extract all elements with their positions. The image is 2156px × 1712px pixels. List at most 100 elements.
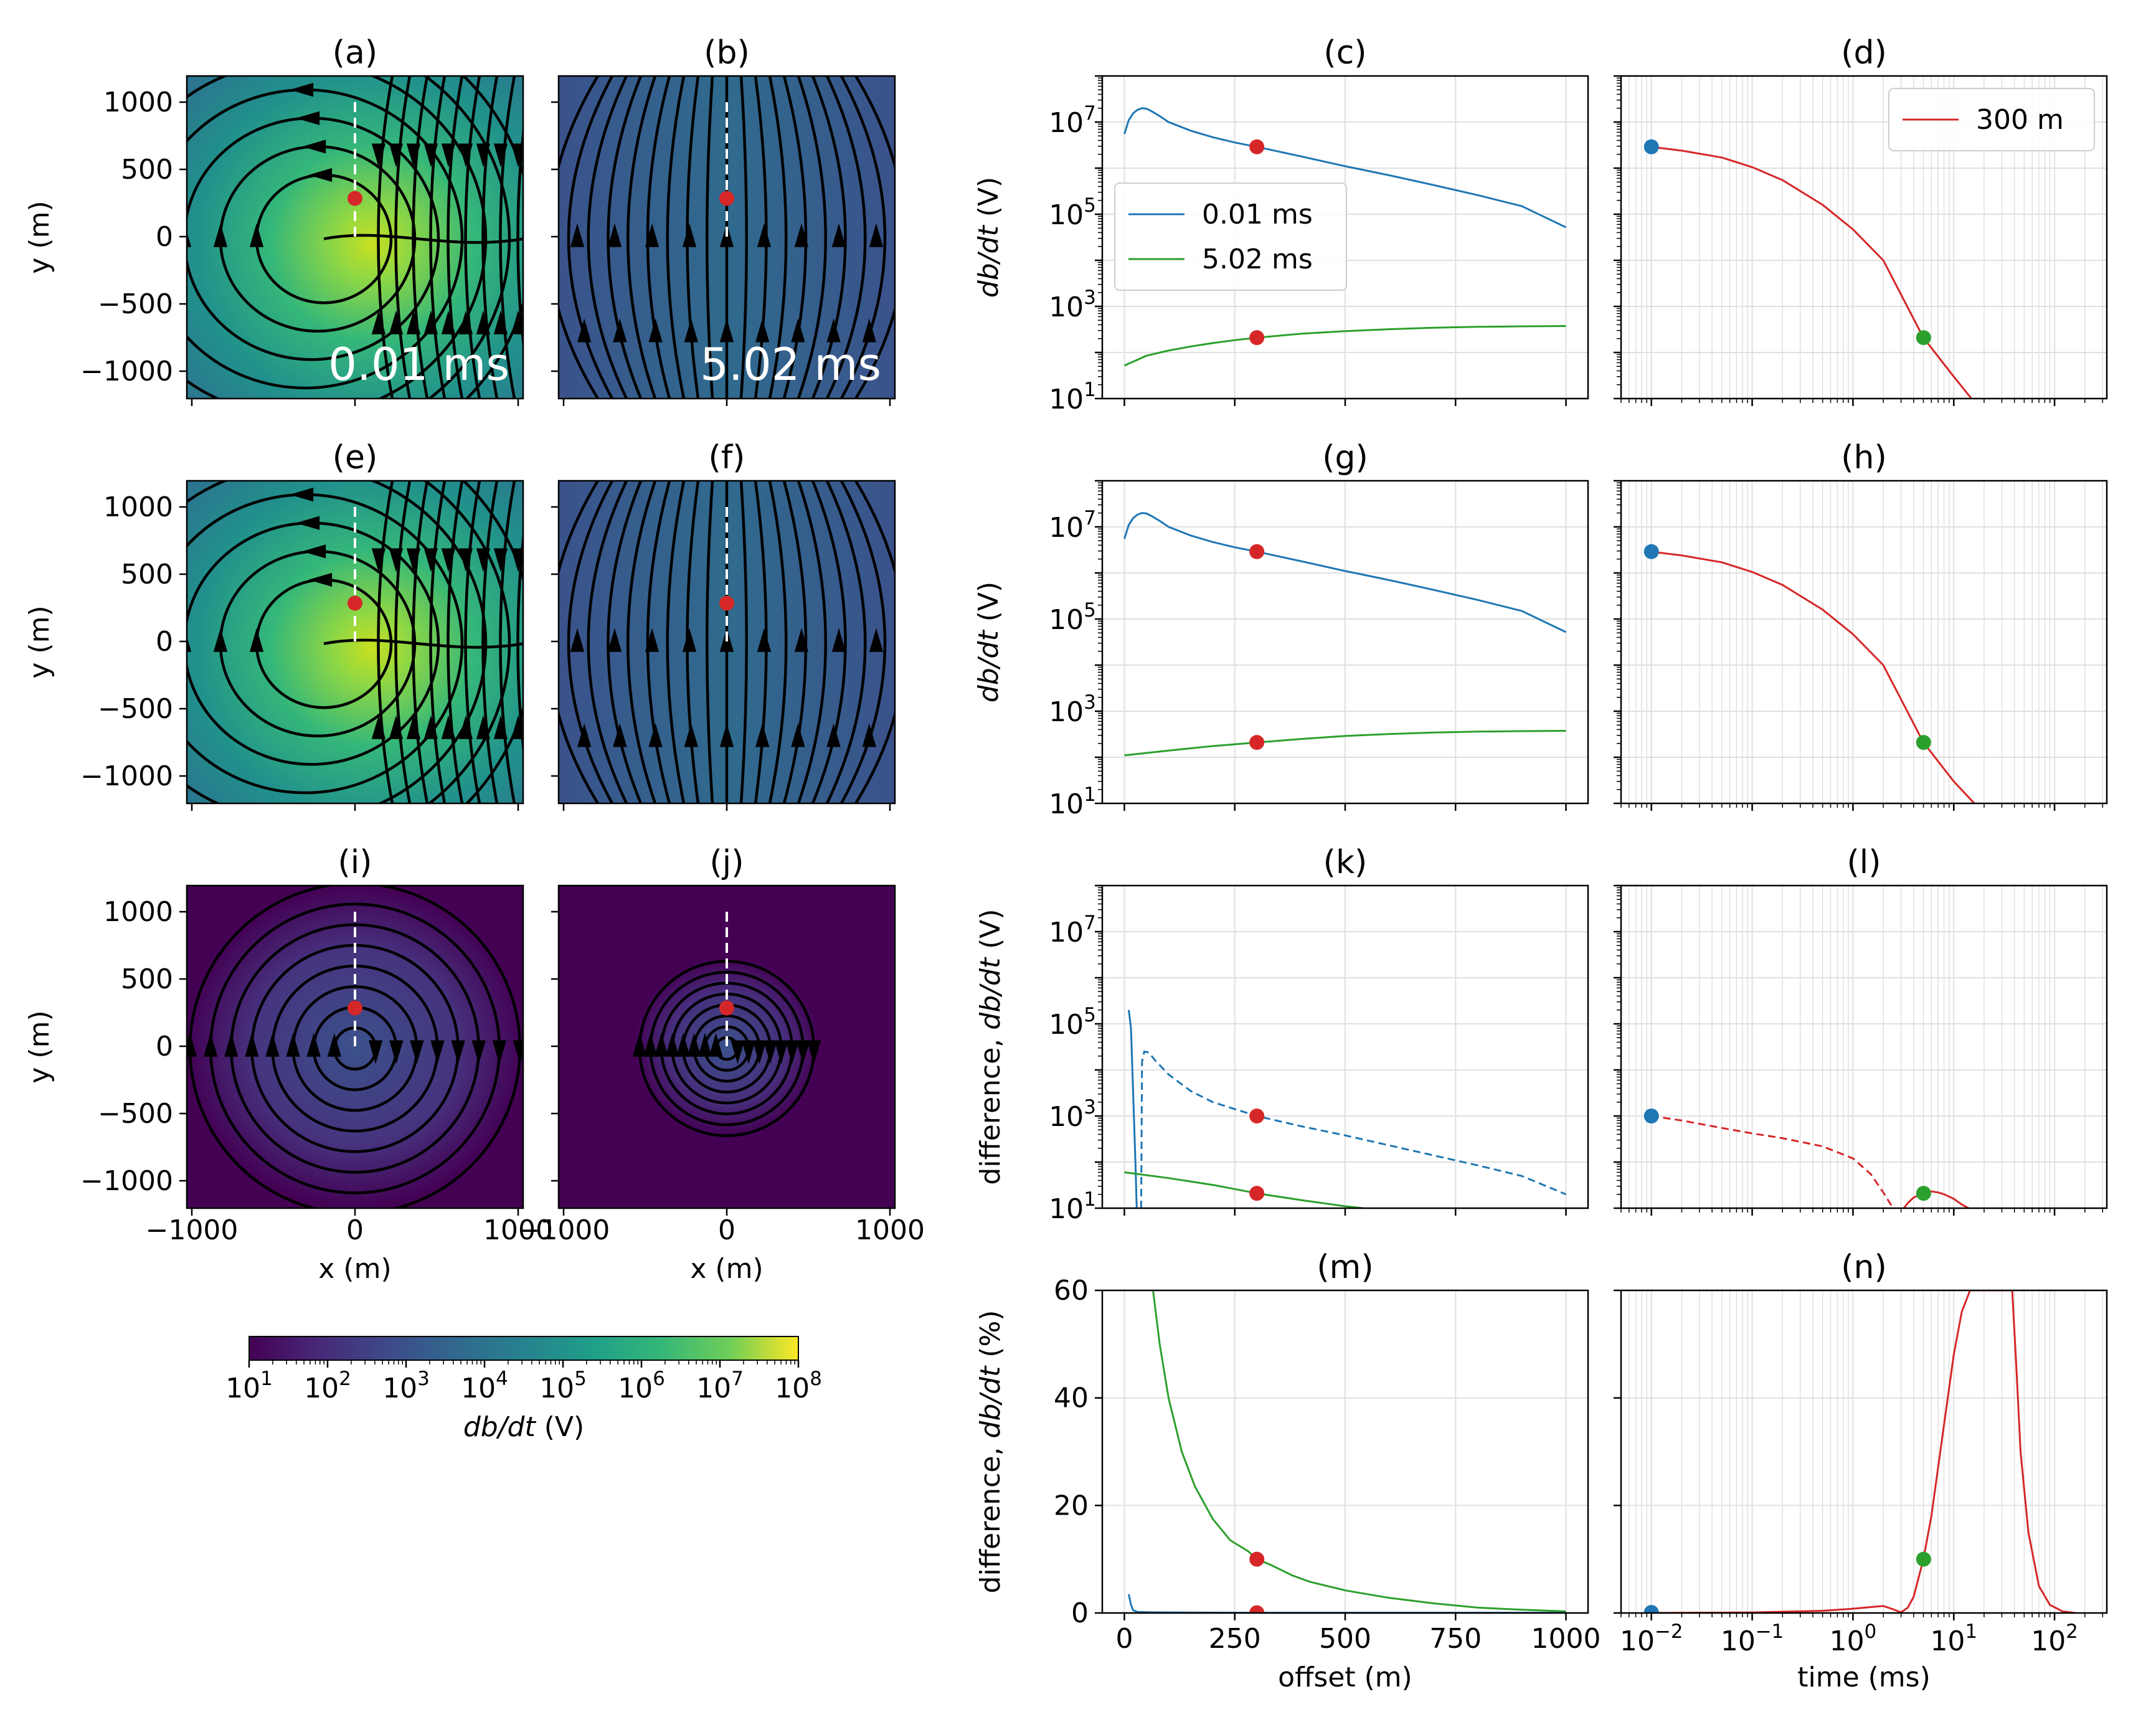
streamline-arrow <box>368 1040 383 1064</box>
streamline-arrow <box>697 1033 712 1057</box>
streamline-arrow <box>451 1040 465 1064</box>
series-line-red-0 <box>1651 551 1975 803</box>
panel-title-a: (a) <box>333 34 377 72</box>
streamline-arrow <box>684 723 698 747</box>
streamline-arrow <box>794 628 809 652</box>
streamline-arrow <box>684 318 698 343</box>
streamlines <box>187 0 523 399</box>
y-tick-label: 500 <box>121 559 173 590</box>
streamline-arrow <box>276 0 293 10</box>
streamline-arrow <box>511 715 523 739</box>
streamline <box>377 76 394 399</box>
series-line-green-0 <box>1152 1290 1566 1612</box>
streamline-arrow <box>570 628 585 652</box>
streamline <box>768 76 788 399</box>
x-tick-label: 101 <box>1930 1620 1977 1657</box>
data-marker <box>1249 1109 1265 1123</box>
streamline-arrow <box>682 223 697 247</box>
y-tick-label: 20 <box>1054 1490 1089 1521</box>
streamline <box>187 76 488 399</box>
streamline-arrow <box>441 548 456 572</box>
y-tick-label: 0 <box>156 626 173 658</box>
streamline-arrow <box>632 1033 647 1057</box>
streamline-arrow <box>458 143 473 168</box>
streamline <box>447 76 464 399</box>
streamline <box>666 76 686 399</box>
chart-panel-m: (m) 0 20 40 60 0 250 500 750 1000 offset (m) differ… <box>975 1249 1601 1693</box>
panel-title-b: (b) <box>704 34 750 72</box>
streamline-arrow <box>757 628 772 652</box>
y-tick-label: 105 <box>1049 1004 1096 1041</box>
streamline-arrow <box>423 143 438 168</box>
streamline <box>607 76 643 399</box>
streamline-arrow <box>806 1040 821 1064</box>
streamline-arrow <box>831 628 846 652</box>
streamlines <box>559 76 895 399</box>
streamline-arrow <box>306 1033 321 1057</box>
panel-title-h: (h) <box>1841 439 1887 476</box>
streamline <box>825 76 867 399</box>
map-panel-i: (i) −1000 0 1000 1000 500 0 −500 −1000 y (m) x (m) <box>24 844 553 1285</box>
y-axis-label: difference, db/dt (%) <box>975 1310 1006 1594</box>
series-line-blue-1 <box>1128 1594 1566 1613</box>
plot-area <box>1123 107 1567 367</box>
axes-frame <box>1620 884 2108 1209</box>
streamline <box>626 76 657 399</box>
streamline-arrow <box>410 1040 424 1064</box>
streamline-arrow <box>869 628 884 652</box>
streamline-arrow <box>476 310 491 334</box>
x-tick-label: 0 <box>718 1214 735 1246</box>
streamline <box>607 481 643 803</box>
streamline-arrow <box>458 715 473 739</box>
streamline-arrow <box>389 1040 404 1064</box>
streamline <box>567 76 613 399</box>
y-axis-label: db/dt (V) <box>973 177 1005 298</box>
streamline-arrow <box>613 318 627 343</box>
x-tick-label: 0 <box>1115 1623 1133 1655</box>
streamline <box>394 76 412 399</box>
streamline-arrow <box>406 143 421 168</box>
receiver-marker <box>348 1000 362 1016</box>
streamline-arrow <box>308 168 333 182</box>
data-marker <box>1643 139 1659 154</box>
streamline-arrow <box>869 223 884 247</box>
colorbar-tick-label: 103 <box>382 1368 430 1404</box>
legend: 0.01 ms 5.02 ms <box>1114 182 1347 291</box>
streamline <box>323 234 523 244</box>
x-tick-label: 500 <box>1319 1623 1371 1655</box>
map-panel-e: (e) 1000 500 0 −500 −1000 y (m) <box>24 439 524 811</box>
plot-area <box>1643 139 1972 399</box>
streamline <box>587 76 628 399</box>
panel-title-l: (l) <box>1846 844 1881 881</box>
gridlines <box>1102 1290 1588 1614</box>
streamline-arrow <box>757 223 772 247</box>
y-tick-label: −1000 <box>80 1165 173 1197</box>
data-marker <box>1916 1186 1931 1201</box>
colorbar-label: db/dt (V) <box>463 1411 584 1443</box>
data-marker <box>1916 330 1931 346</box>
streamlines <box>559 481 895 803</box>
y-axis-label: y (m) <box>24 605 55 678</box>
x-axis-label: x (m) <box>318 1253 391 1285</box>
streamline-arrow <box>570 223 585 247</box>
streamline-arrow <box>476 143 491 168</box>
chart-panel-h: (h) <box>1614 439 2108 811</box>
streamline-arrow <box>755 318 770 343</box>
streamline-arrow <box>645 628 660 652</box>
y-axis-label: difference, db/dt (V) <box>975 909 1006 1185</box>
streamline <box>187 481 488 803</box>
streamline-arrow <box>826 723 841 747</box>
y-tick-label: 107 <box>1049 507 1096 544</box>
streamline <box>782 481 808 803</box>
streamline <box>422 481 511 803</box>
streamline-arrow <box>794 223 809 247</box>
series-line-5.02-ms <box>1123 325 1566 367</box>
y-tick-label: 0 <box>156 1031 173 1062</box>
streamline <box>854 76 895 399</box>
data-marker <box>1249 1186 1265 1201</box>
streamline <box>739 76 748 399</box>
plot-area <box>1123 512 1567 757</box>
series-line-blue-0 <box>1123 512 1567 633</box>
streamline-arrow <box>774 1040 788 1064</box>
series-line-red-0 <box>1651 1290 2076 1613</box>
